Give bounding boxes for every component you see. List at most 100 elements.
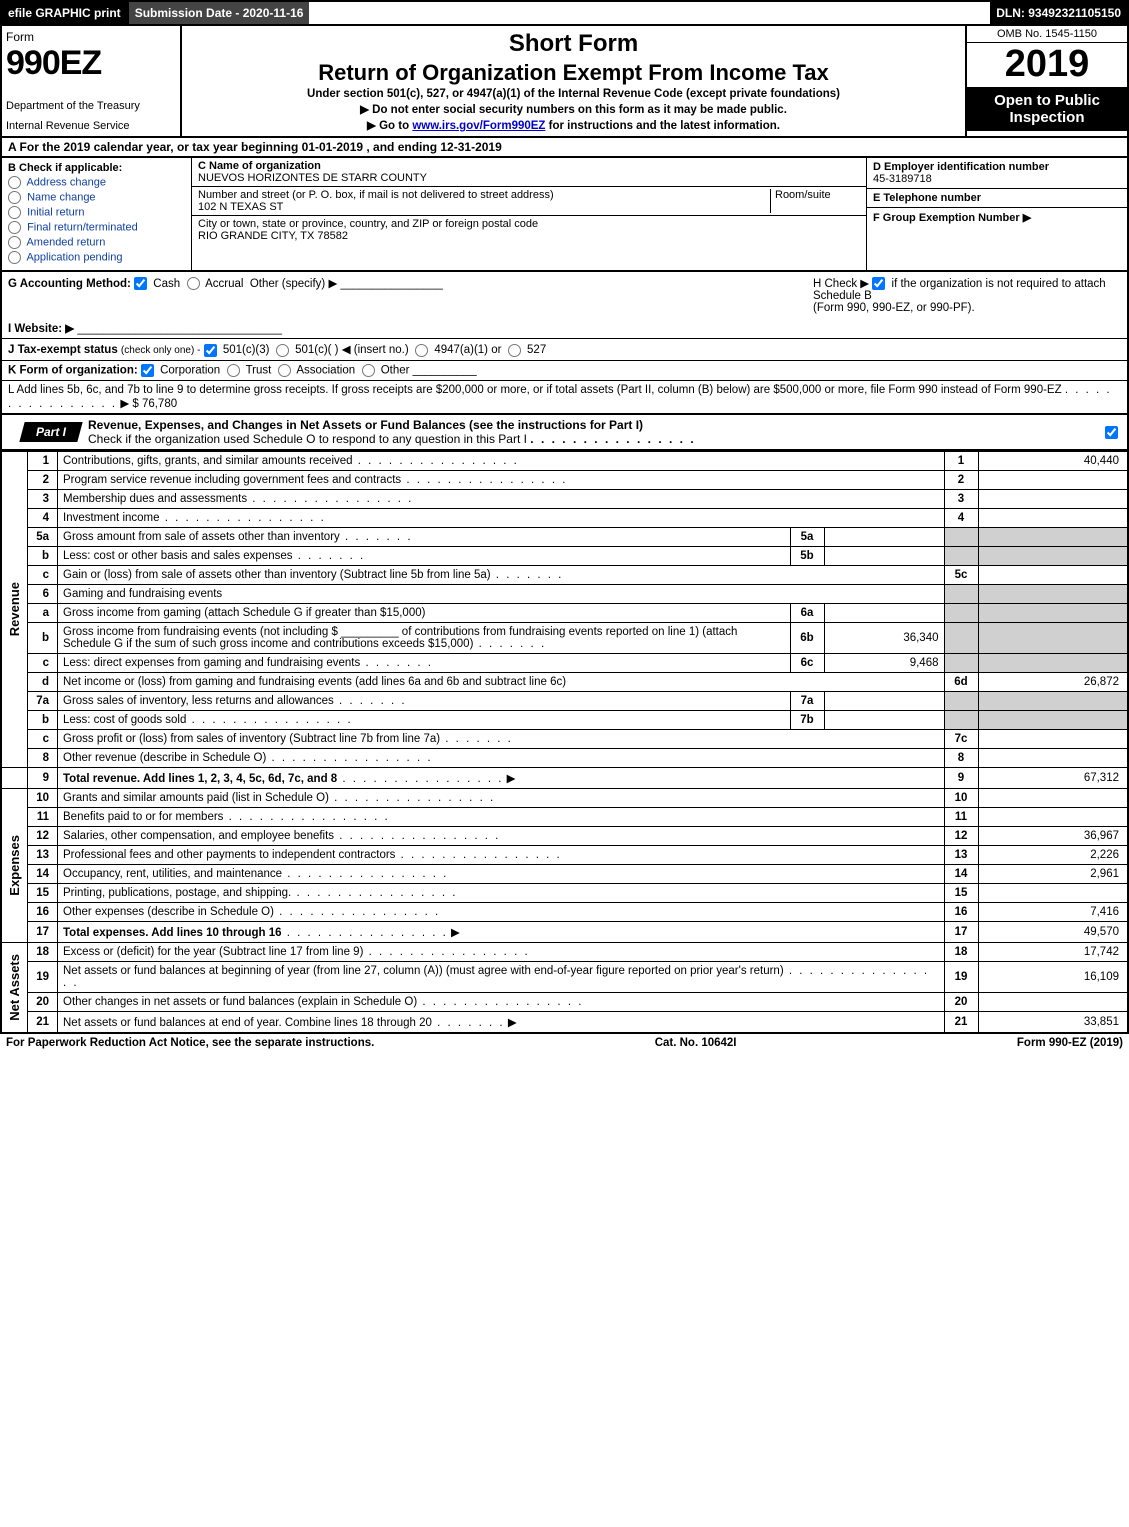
- l14-val: 2,961: [978, 864, 1128, 883]
- l4-val: [978, 508, 1128, 527]
- l6d-desc: Net income or (loss) from gaming and fun…: [63, 676, 566, 688]
- l6b-desc: Gross income from fundraising events (no…: [63, 626, 737, 650]
- k-assoc: Association: [296, 364, 355, 376]
- rev-end: [1, 767, 28, 788]
- chk-schedule-o[interactable]: [1105, 426, 1118, 439]
- l5b-vshade: [978, 546, 1128, 565]
- l5c-num: c: [28, 565, 58, 584]
- chk-name-change[interactable]: Name change: [8, 191, 185, 204]
- l17-val: 49,570: [978, 921, 1128, 942]
- l13-desc: Professional fees and other payments to …: [63, 849, 395, 861]
- l7c-rnum: 7c: [944, 729, 978, 748]
- chk-4947[interactable]: [415, 344, 428, 357]
- return-title: Return of Organization Exempt From Incom…: [192, 60, 955, 86]
- k-trust: Trust: [246, 364, 272, 376]
- chk-cash[interactable]: [134, 277, 147, 290]
- l18-desc: Excess or (deficit) for the year (Subtra…: [63, 946, 363, 958]
- l10-val: [978, 788, 1128, 807]
- chk-other-org[interactable]: [362, 364, 375, 377]
- l6c-sv: 9,468: [824, 653, 944, 672]
- header-right: OMB No. 1545-1150 2019 Open to Public In…: [967, 26, 1127, 136]
- l19-rnum: 19: [944, 961, 978, 992]
- chk-application-pending[interactable]: Application pending: [8, 251, 185, 264]
- chk-final-return[interactable]: Final return/terminated: [8, 221, 185, 234]
- chk-initial-return[interactable]: Initial return: [8, 206, 185, 219]
- l21-desc: Net assets or fund balances at end of ye…: [63, 1017, 432, 1029]
- e-phone-label: E Telephone number: [873, 192, 981, 204]
- part1-header: Part I Revenue, Expenses, and Changes in…: [0, 415, 1129, 451]
- l8-val: [978, 748, 1128, 767]
- l6b-rshade: [944, 622, 978, 653]
- l9-desc: Total revenue. Add lines 1, 2, 3, 4, 5c,…: [63, 773, 337, 785]
- l16-num: 16: [28, 902, 58, 921]
- chk-address-change[interactable]: Address change: [8, 176, 185, 189]
- l6-vshade: [978, 584, 1128, 603]
- link-pre: ▶ Go to: [367, 120, 412, 132]
- l19-desc: Net assets or fund balances at beginning…: [63, 965, 784, 977]
- l5a-sv: [824, 527, 944, 546]
- f-group-label: F Group Exemption Number ▶: [873, 212, 1031, 224]
- chk-501c[interactable]: [276, 344, 289, 357]
- irs-link[interactable]: www.irs.gov/Form990EZ: [412, 120, 545, 132]
- section-revenue: Revenue: [1, 451, 28, 767]
- efile-print-button[interactable]: efile GRAPHIC print: [2, 2, 127, 24]
- l3-num: 3: [28, 489, 58, 508]
- org-name: NUEVOS HORIZONTES DE STARR COUNTY: [198, 172, 427, 184]
- footer-left: For Paperwork Reduction Act Notice, see …: [6, 1037, 374, 1049]
- form-header: Form 990EZ Department of the Treasury In…: [0, 26, 1129, 138]
- l2-rnum: 2: [944, 470, 978, 489]
- l11-num: 11: [28, 807, 58, 826]
- j-527: 527: [527, 344, 546, 356]
- l7b-vshade: [978, 710, 1128, 729]
- header-left: Form 990EZ Department of the Treasury In…: [2, 26, 182, 136]
- l7b-sn: 7b: [790, 710, 824, 729]
- l13-val: 2,226: [978, 845, 1128, 864]
- under-section: Under section 501(c), 527, or 4947(a)(1)…: [192, 88, 955, 100]
- l6b-sn: 6b: [790, 622, 824, 653]
- entity-block: B Check if applicable: Address change Na…: [0, 158, 1129, 272]
- l6a-vshade: [978, 603, 1128, 622]
- l7a-num: 7a: [28, 691, 58, 710]
- l9-val: 67,312: [978, 767, 1128, 788]
- header-center: Short Form Return of Organization Exempt…: [182, 26, 967, 136]
- footer-mid: Cat. No. 10642I: [655, 1037, 737, 1049]
- chk-trust[interactable]: [227, 364, 240, 377]
- part1-tag: Part I: [19, 422, 82, 442]
- l13-num: 13: [28, 845, 58, 864]
- l15-rnum: 15: [944, 883, 978, 902]
- l12-rnum: 12: [944, 826, 978, 845]
- l17-num: 17: [28, 921, 58, 942]
- l21-val: 33,851: [978, 1011, 1128, 1033]
- chk-h[interactable]: [872, 277, 885, 290]
- l20-desc: Other changes in net assets or fund bala…: [63, 996, 417, 1008]
- dln-label: DLN: 93492321105150: [990, 2, 1127, 24]
- l7b-desc: Less: cost of goods sold: [63, 714, 186, 726]
- row-k: K Form of organization: Corporation Trus…: [0, 361, 1129, 381]
- l11-desc: Benefits paid to or for members: [63, 811, 223, 823]
- chk-corp[interactable]: [141, 364, 154, 377]
- l6-desc: Gaming and fundraising events: [58, 584, 945, 603]
- l6d-rnum: 6d: [944, 672, 978, 691]
- l7b-rshade: [944, 710, 978, 729]
- chk-527[interactable]: [508, 344, 521, 357]
- chk-amended-return[interactable]: Amended return: [8, 236, 185, 249]
- l3-rnum: 3: [944, 489, 978, 508]
- top-bar: efile GRAPHIC print Submission Date - 20…: [0, 0, 1129, 26]
- l14-num: 14: [28, 864, 58, 883]
- l7b-sv: [824, 710, 944, 729]
- c-street-label: Number and street (or P. O. box, if mail…: [198, 189, 554, 201]
- l6d-num: d: [28, 672, 58, 691]
- l1-num: 1: [28, 451, 58, 470]
- k-other: Other: [381, 364, 410, 376]
- submission-date-button[interactable]: Submission Date - 2020-11-16: [127, 2, 310, 24]
- l6c-rshade: [944, 653, 978, 672]
- chk-501c3[interactable]: [204, 344, 217, 357]
- l20-num: 20: [28, 992, 58, 1011]
- open-to-public: Open to Public Inspection: [967, 88, 1127, 131]
- l6a-sn: 6a: [790, 603, 824, 622]
- chk-assoc[interactable]: [278, 364, 291, 377]
- chk-accrual[interactable]: [187, 277, 200, 290]
- l7c-num: c: [28, 729, 58, 748]
- row-j: J Tax-exempt status (check only one) - 5…: [0, 339, 1129, 360]
- col-def: D Employer identification number 45-3189…: [867, 158, 1127, 270]
